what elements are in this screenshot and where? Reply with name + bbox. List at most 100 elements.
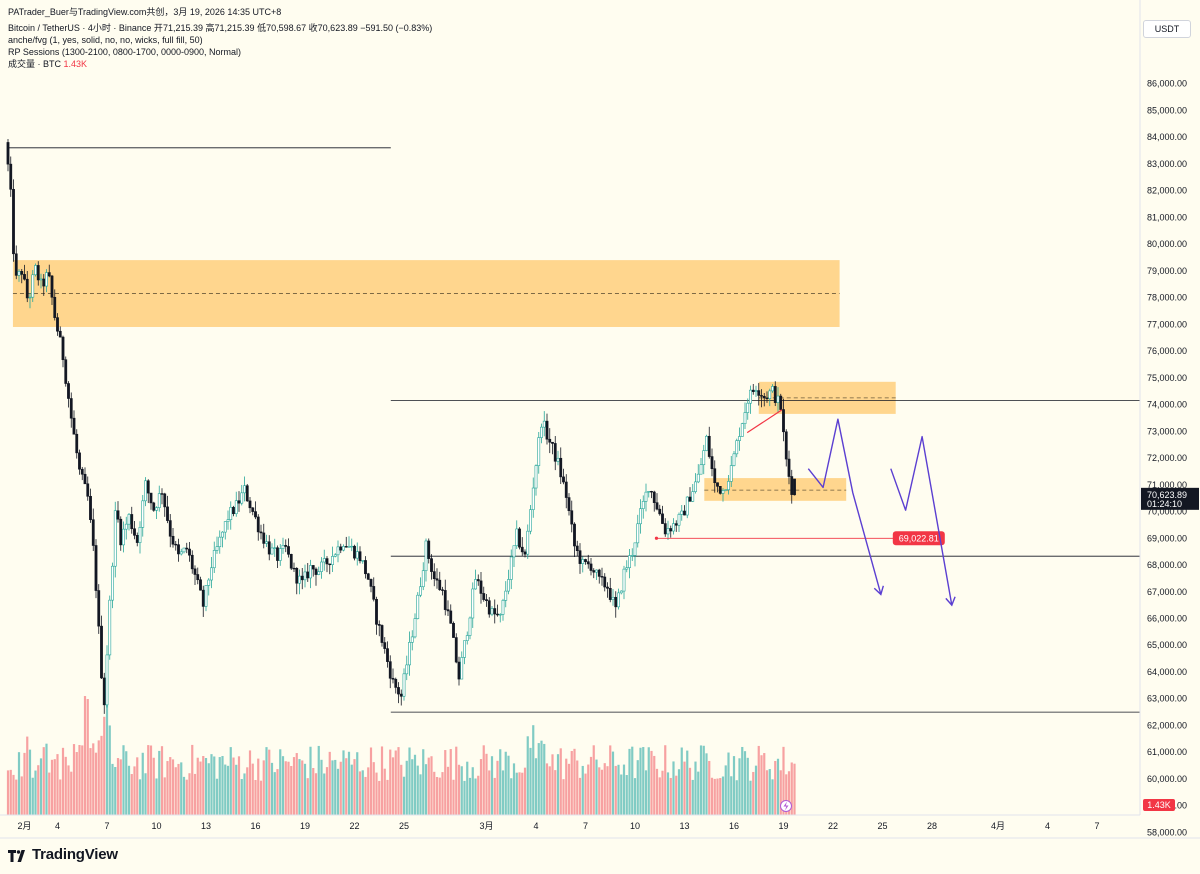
candle-body: [50, 275, 54, 298]
y-tick-label: 79,000.00: [1147, 266, 1187, 276]
volume-bar: [325, 767, 329, 815]
candle-body: [721, 490, 725, 494]
candle-body: [482, 593, 486, 600]
candle-body: [707, 435, 711, 457]
volume-bar: [111, 763, 114, 815]
projection-arrowhead: [945, 596, 956, 607]
volume-bar: [336, 768, 340, 815]
volume-bar: [697, 771, 700, 815]
y-tick-label: 86,000.00: [1147, 79, 1187, 89]
candle-body: [416, 594, 420, 619]
volume-bar: [240, 779, 243, 815]
volume-bar: [369, 747, 373, 815]
volume-bar: [262, 760, 265, 815]
candle-body: [243, 485, 246, 494]
candle-body: [339, 546, 343, 551]
volume-bar: [548, 766, 551, 815]
candle-body: [303, 571, 307, 581]
candle-body: [278, 548, 282, 561]
volume-bar: [218, 757, 221, 815]
volume-bar: [405, 760, 408, 815]
candle-body: [751, 389, 755, 392]
volume-bar: [188, 773, 191, 815]
volume-bar: [185, 779, 188, 815]
volume-legend[interactable]: 成交量 · BTC 1.43K: [8, 58, 432, 70]
volume-bar: [677, 769, 681, 815]
candle-body: [226, 519, 230, 522]
candle-body: [155, 507, 158, 511]
candle-body: [141, 500, 145, 528]
candle-body: [754, 390, 758, 392]
candle-body: [683, 510, 686, 516]
volume-bar: [48, 772, 51, 815]
candle-body: [595, 569, 598, 573]
candle-body: [779, 395, 783, 410]
currency-button[interactable]: USDT: [1143, 20, 1191, 38]
y-tick-label: 71,000.00: [1147, 480, 1187, 490]
volume-bar: [589, 756, 593, 815]
candle-body: [273, 547, 277, 549]
volume-value-badge-label: 1.43K: [1147, 800, 1171, 810]
candle-body: [600, 576, 604, 578]
volume-bar: [529, 747, 532, 815]
y-tick-label: 74,000.00: [1147, 400, 1187, 410]
volume-bar: [196, 757, 199, 815]
volume-bar: [567, 763, 571, 815]
candle-body: [773, 386, 777, 403]
indicator-fvg[interactable]: anche/fvg (1, yes, solid, no, no, wicks,…: [8, 35, 203, 45]
volume-bar: [466, 761, 469, 815]
y-tick-label: 72,000.00: [1147, 453, 1187, 463]
candle-body: [471, 588, 475, 619]
candle-body: [355, 551, 359, 559]
volume-bar: [202, 756, 205, 815]
alert-line-anchor: [654, 536, 659, 540]
candle-body: [540, 426, 543, 438]
volume-bar: [507, 755, 510, 815]
candle-body: [130, 514, 134, 530]
candle-body: [573, 523, 576, 547]
candle-body: [23, 274, 26, 280]
volume-bar: [479, 759, 483, 815]
volume-bar: [545, 763, 549, 815]
indicator-sessions[interactable]: RP Sessions (1300-2100, 0800-1700, 0000-…: [8, 47, 241, 57]
y-tick-label: 84,000.00: [1147, 132, 1187, 142]
candle-body: [650, 491, 653, 493]
candle-body: [34, 265, 37, 276]
volume-bar: [23, 752, 26, 815]
volume-bar: [468, 777, 472, 815]
volume-bar: [39, 758, 43, 815]
candle-body: [83, 473, 87, 485]
volume-bar: [760, 755, 763, 815]
candle-body: [342, 546, 345, 551]
candle-body: [265, 541, 268, 544]
candle-body: [237, 500, 241, 504]
volume-value-badge: [1143, 799, 1175, 811]
volume-bar: [31, 777, 34, 815]
candle-body: [31, 274, 35, 298]
volume-bar: [125, 751, 128, 815]
candle-body: [760, 395, 763, 397]
candle-body: [570, 510, 574, 525]
candle-body: [204, 585, 208, 607]
volume-bar: [617, 764, 620, 815]
volume-bar: [251, 763, 254, 815]
volume-bar: [628, 748, 631, 815]
volume-bar: [380, 746, 384, 815]
volume-bar: [606, 766, 609, 815]
x-tick-label: 19: [778, 821, 788, 831]
volume-bar: [306, 778, 309, 815]
volume-bar: [463, 780, 466, 815]
candle-body: [116, 510, 120, 520]
candle-body: [232, 506, 235, 515]
candle-body: [64, 359, 68, 384]
volume-bar: [180, 762, 183, 815]
candle-body: [67, 383, 70, 399]
candle-body: [413, 618, 417, 638]
volume-bar: [427, 757, 430, 815]
volume-bar: [20, 776, 23, 815]
y-tick-label: 82,000.00: [1147, 186, 1187, 196]
volume-bar: [424, 764, 428, 815]
volume-bar: [320, 759, 323, 815]
candle-body: [793, 478, 796, 496]
